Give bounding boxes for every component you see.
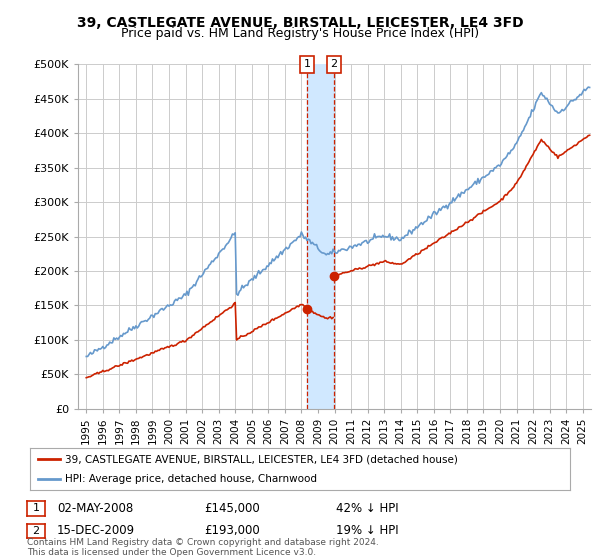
- Text: 1: 1: [32, 503, 40, 514]
- Text: 19% ↓ HPI: 19% ↓ HPI: [336, 524, 398, 538]
- Text: Contains HM Land Registry data © Crown copyright and database right 2024.
This d: Contains HM Land Registry data © Crown c…: [27, 538, 379, 557]
- Text: HPI: Average price, detached house, Charnwood: HPI: Average price, detached house, Char…: [65, 474, 317, 484]
- Text: £193,000: £193,000: [204, 524, 260, 538]
- Text: 42% ↓ HPI: 42% ↓ HPI: [336, 502, 398, 515]
- Text: 1: 1: [304, 59, 310, 69]
- Text: 2: 2: [330, 59, 337, 69]
- Text: 39, CASTLEGATE AVENUE, BIRSTALL, LEICESTER, LE4 3FD: 39, CASTLEGATE AVENUE, BIRSTALL, LEICEST…: [77, 16, 523, 30]
- Text: 2: 2: [32, 526, 40, 536]
- Text: 02-MAY-2008: 02-MAY-2008: [57, 502, 133, 515]
- Bar: [307, 64, 334, 409]
- Text: 39, CASTLEGATE AVENUE, BIRSTALL, LEICESTER, LE4 3FD (detached house): 39, CASTLEGATE AVENUE, BIRSTALL, LEICEST…: [65, 454, 458, 464]
- Text: £145,000: £145,000: [204, 502, 260, 515]
- Text: Price paid vs. HM Land Registry's House Price Index (HPI): Price paid vs. HM Land Registry's House …: [121, 27, 479, 40]
- Text: 15-DEC-2009: 15-DEC-2009: [57, 524, 135, 538]
